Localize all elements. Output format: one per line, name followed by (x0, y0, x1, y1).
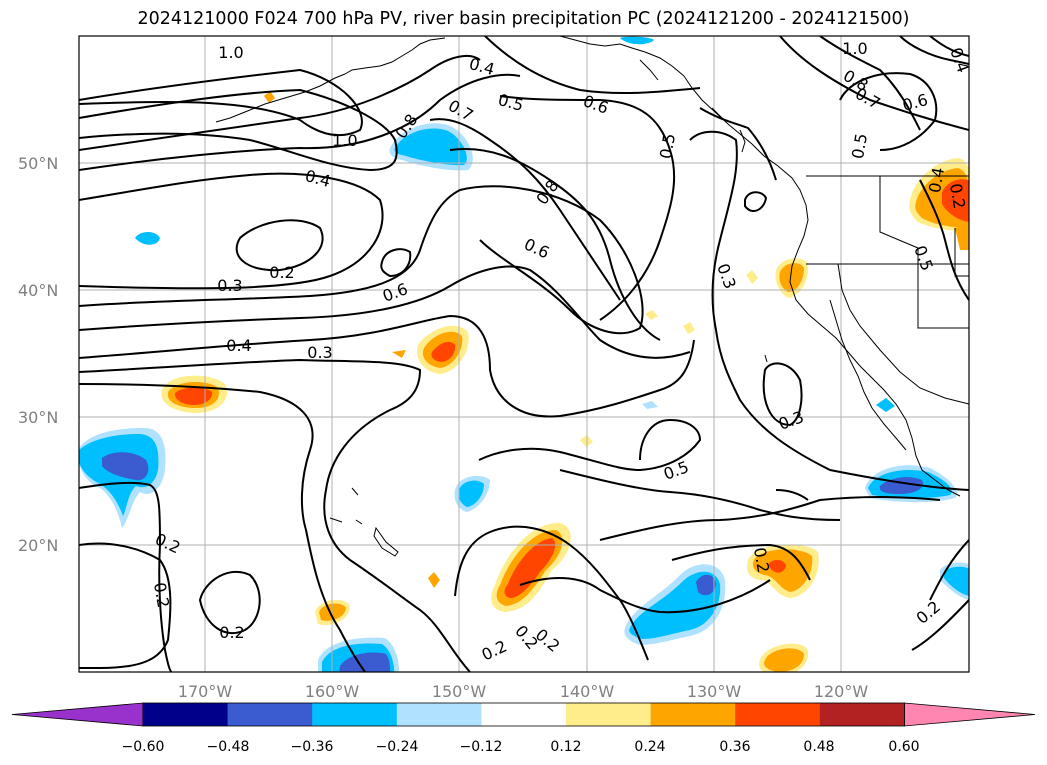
shade-positive (392, 350, 406, 358)
shade-positive (683, 322, 695, 334)
coastlines (215, 36, 969, 557)
contour-label: 0.5 (656, 132, 679, 160)
shade-negative (135, 232, 160, 245)
colorbar-segment (312, 703, 398, 726)
shade-negative (876, 398, 895, 412)
lat-label: 30°N (18, 408, 58, 427)
colorbar (11, 702, 1036, 727)
contour-label: 0.3 (713, 261, 740, 291)
contour-label: 0.2 (532, 625, 564, 656)
shade-positive (174, 387, 213, 405)
shade-positive (645, 310, 658, 320)
contour-label: 0.2 (479, 636, 510, 664)
shade-positive (428, 572, 440, 588)
shade-negative (944, 566, 969, 596)
colorbar-extend-min (11, 702, 144, 727)
contour-label: 0.3 (776, 407, 806, 434)
contour-label: 0.2 (946, 182, 969, 210)
contour-label: 0.3 (307, 343, 332, 362)
colorbar-frame (142, 702, 905, 727)
shade-positive (768, 559, 786, 573)
lon-label: 170°W (178, 682, 233, 701)
graticule (79, 36, 969, 672)
contour-label: 0.2 (152, 529, 183, 557)
shade-negative (102, 452, 149, 481)
colorbar-tick-label: 0.12 (550, 739, 581, 755)
shade-negative (394, 128, 467, 166)
contour-label: 0.3 (217, 276, 242, 295)
contour-label: 0.2 (750, 546, 773, 574)
colorbar-segment (819, 703, 905, 726)
lat-label: 50°N (18, 154, 58, 173)
contour-label: 0.5 (496, 90, 526, 115)
contour-label: 0.2 (912, 597, 944, 628)
pv-contours (79, 36, 969, 672)
lon-label: 130°W (687, 682, 742, 701)
contour-label: 0.2 (150, 581, 173, 609)
colorbar-tick-label: 0.24 (634, 739, 665, 755)
contour-label: 0.6 (581, 91, 611, 118)
contour-label: 0.4 (925, 166, 948, 194)
contour-label: 1.0 (842, 39, 867, 58)
colorbar-segment (481, 703, 567, 726)
shade-positive (264, 91, 275, 103)
colorbar-labels: −0.60 −0.48 −0.36 −0.24 −0.12 0.12 0.24 … (122, 739, 920, 755)
colorbar-tick-label: −0.48 (207, 739, 250, 755)
shade-negative (620, 36, 654, 45)
colorbar-segment (143, 703, 229, 726)
colorbar-segment (735, 703, 821, 726)
colorbar-tick-label: −0.60 (122, 739, 165, 755)
contour-label: 0.5 (910, 243, 937, 273)
colorbar-tick-label: −0.36 (291, 739, 334, 755)
shade-negative (696, 574, 716, 596)
lon-label: 140°W (560, 682, 615, 701)
contour-label: 0.4 (226, 336, 251, 355)
contour-label: 0.6 (521, 234, 552, 262)
colorbar-segment (566, 703, 652, 726)
colorbar-tick-label: −0.12 (460, 739, 503, 755)
shade-positive (779, 263, 804, 292)
contour-label: 1.0 (218, 43, 243, 62)
contour-label: 1.0 (332, 131, 357, 150)
colorbar-tick-label: −0.24 (376, 739, 419, 755)
lon-label: 150°W (432, 682, 487, 701)
shade-positive (942, 179, 969, 222)
shade-positive (764, 648, 804, 672)
contour-label: 0.4 (303, 166, 333, 191)
colorbar-tick-label: 0.60 (888, 739, 919, 755)
shade-positive (746, 270, 758, 284)
shade-positive (955, 225, 969, 250)
map-frame (78, 35, 970, 673)
colorbar-tick-label: 0.48 (803, 739, 834, 755)
shade-negative (642, 401, 658, 409)
map-title: 2024121000 F024 700 hPa PV, river basin … (137, 9, 910, 29)
lon-label: 120°W (814, 682, 869, 701)
contour-label: 0.2 (269, 263, 294, 282)
colorbar-segment (396, 703, 482, 726)
colorbar-tick-label: 0.36 (719, 739, 750, 755)
shade-positive (504, 538, 556, 598)
contour-label: 0.5 (661, 457, 691, 484)
shade-negative (339, 652, 390, 672)
colorbar-segment (227, 703, 313, 726)
contour-label: 0.5 (848, 132, 871, 160)
colorbar-segment (650, 703, 736, 726)
lat-label: 20°N (18, 536, 58, 555)
shade-positive (431, 341, 456, 362)
contour-labels: 1.00.40.5 0.60.70.81.00.40.20.3 0.60.80.60… (150, 39, 973, 664)
contour-label: 0.4 (467, 54, 497, 79)
contour-label: 0.2 (219, 623, 244, 642)
contour-label: 0.6 (900, 90, 930, 115)
colorbar-extend-max (904, 702, 1036, 727)
lon-label: 160°W (305, 682, 360, 701)
lat-label: 40°N (18, 281, 58, 300)
shade-negative (458, 480, 484, 507)
